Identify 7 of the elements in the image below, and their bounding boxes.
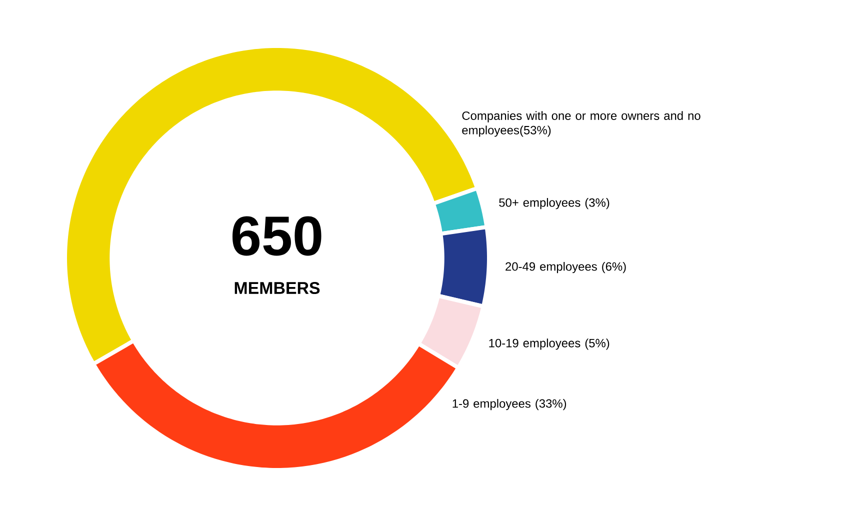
slice-label: Companies with one or more owners and no employees(53%) bbox=[462, 111, 700, 137]
text: 650 bbox=[232, 216, 322, 256]
slice-label: 1-9 employees (33%) bbox=[452, 398, 566, 410]
text: MEMBERS bbox=[234, 282, 320, 294]
slice-label: 20-49 employees (6%) bbox=[506, 262, 626, 274]
slice-label: 50+ employees (3%) bbox=[499, 198, 610, 210]
slice-label: 10-19 employees (5%) bbox=[489, 338, 610, 350]
